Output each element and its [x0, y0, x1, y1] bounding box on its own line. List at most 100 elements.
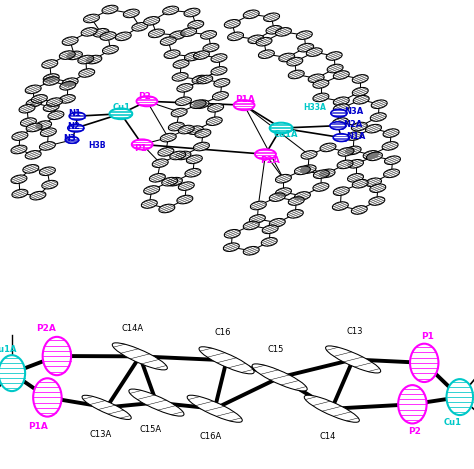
Ellipse shape — [212, 91, 228, 100]
Ellipse shape — [102, 45, 118, 54]
Ellipse shape — [206, 117, 222, 126]
Ellipse shape — [301, 151, 317, 159]
Ellipse shape — [170, 31, 186, 39]
Text: C15: C15 — [268, 345, 284, 354]
Ellipse shape — [211, 67, 227, 75]
Ellipse shape — [264, 13, 280, 22]
Ellipse shape — [175, 151, 191, 160]
Ellipse shape — [352, 75, 368, 83]
Text: P1A: P1A — [28, 422, 48, 431]
Ellipse shape — [306, 48, 322, 56]
Ellipse shape — [398, 385, 427, 424]
Ellipse shape — [109, 108, 132, 119]
Ellipse shape — [269, 193, 285, 202]
Ellipse shape — [160, 37, 176, 45]
Ellipse shape — [197, 75, 213, 84]
Ellipse shape — [132, 139, 153, 150]
Ellipse shape — [178, 182, 194, 190]
Ellipse shape — [40, 128, 56, 136]
Ellipse shape — [363, 151, 379, 159]
Text: N3A: N3A — [344, 106, 364, 115]
Ellipse shape — [228, 32, 244, 41]
Ellipse shape — [93, 29, 109, 37]
Ellipse shape — [59, 51, 75, 60]
Text: Cu1: Cu1 — [444, 418, 462, 427]
Ellipse shape — [366, 152, 383, 161]
Ellipse shape — [365, 178, 382, 187]
Ellipse shape — [203, 43, 219, 52]
Ellipse shape — [171, 108, 187, 117]
Text: N2A: N2A — [343, 120, 363, 129]
Ellipse shape — [351, 206, 367, 214]
Ellipse shape — [152, 159, 168, 167]
Ellipse shape — [26, 98, 42, 107]
Text: Cu1A: Cu1A — [274, 129, 299, 138]
Ellipse shape — [132, 23, 148, 31]
Ellipse shape — [184, 8, 200, 17]
Ellipse shape — [112, 343, 167, 370]
Ellipse shape — [190, 100, 206, 108]
Ellipse shape — [371, 100, 387, 108]
Ellipse shape — [42, 60, 58, 68]
Ellipse shape — [304, 395, 359, 422]
Ellipse shape — [249, 215, 265, 223]
Ellipse shape — [83, 14, 100, 23]
Ellipse shape — [39, 142, 55, 150]
Text: Cu1: Cu1 — [113, 103, 131, 112]
Ellipse shape — [294, 166, 310, 174]
Ellipse shape — [185, 168, 201, 177]
Ellipse shape — [11, 175, 27, 183]
Ellipse shape — [214, 78, 230, 87]
Ellipse shape — [0, 355, 25, 391]
Ellipse shape — [39, 167, 55, 175]
Text: C14A: C14A — [122, 324, 144, 333]
Ellipse shape — [158, 148, 174, 156]
Ellipse shape — [234, 100, 255, 110]
Ellipse shape — [346, 132, 362, 140]
Text: N3: N3 — [63, 134, 76, 144]
Ellipse shape — [208, 104, 224, 112]
Ellipse shape — [296, 31, 312, 39]
Ellipse shape — [333, 97, 349, 106]
Ellipse shape — [261, 237, 277, 246]
Ellipse shape — [332, 118, 348, 127]
Ellipse shape — [193, 51, 210, 60]
Ellipse shape — [102, 5, 118, 14]
Ellipse shape — [163, 6, 179, 15]
Ellipse shape — [31, 95, 47, 103]
Text: H33A: H33A — [303, 103, 326, 112]
Ellipse shape — [25, 151, 41, 159]
Ellipse shape — [36, 121, 52, 129]
Ellipse shape — [250, 201, 266, 210]
Ellipse shape — [308, 74, 324, 83]
Ellipse shape — [19, 105, 35, 113]
Ellipse shape — [447, 379, 473, 415]
Ellipse shape — [211, 54, 227, 62]
Ellipse shape — [287, 210, 303, 218]
Ellipse shape — [81, 28, 97, 36]
Ellipse shape — [258, 50, 274, 59]
Ellipse shape — [144, 186, 160, 194]
Ellipse shape — [46, 98, 63, 106]
Ellipse shape — [168, 122, 184, 131]
Ellipse shape — [337, 160, 353, 169]
Ellipse shape — [298, 43, 314, 52]
Text: P1: P1 — [135, 144, 147, 153]
Ellipse shape — [326, 346, 381, 373]
Ellipse shape — [78, 55, 94, 64]
Text: Cu1A: Cu1A — [0, 345, 17, 354]
Ellipse shape — [170, 151, 186, 160]
Ellipse shape — [270, 123, 292, 133]
Ellipse shape — [115, 32, 131, 41]
Text: N1: N1 — [68, 109, 81, 118]
Text: C14: C14 — [320, 432, 336, 441]
Ellipse shape — [193, 100, 209, 108]
Ellipse shape — [319, 169, 335, 178]
Ellipse shape — [162, 177, 178, 186]
Ellipse shape — [173, 60, 189, 68]
Ellipse shape — [137, 96, 157, 106]
Ellipse shape — [275, 188, 292, 197]
Ellipse shape — [333, 104, 349, 113]
Ellipse shape — [42, 181, 58, 189]
Ellipse shape — [166, 177, 182, 186]
